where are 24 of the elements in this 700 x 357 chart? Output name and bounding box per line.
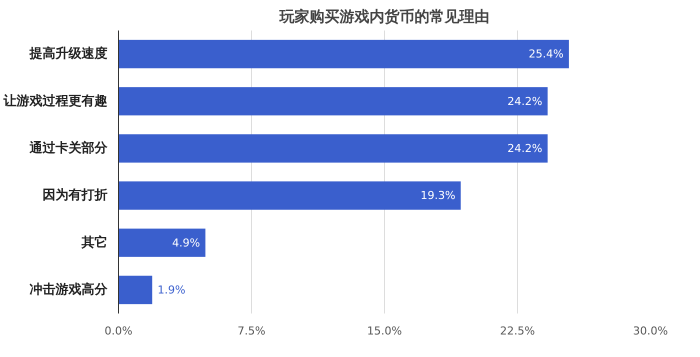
y-tick-label: 其它 — [80, 234, 108, 250]
bar — [118, 228, 206, 257]
bar — [118, 40, 569, 68]
data-label: 1.9% — [158, 283, 186, 296]
data-label: 25.4% — [528, 48, 564, 61]
x-tick-label: 7.5% — [238, 324, 266, 338]
bar — [118, 276, 152, 304]
y-tick-label: 因为有打折 — [42, 188, 108, 204]
bar — [118, 134, 548, 163]
bar — [118, 87, 548, 116]
data-label: 4.9% — [172, 236, 200, 250]
chart-title: 玩家购买游戏内货币的常见理由 — [278, 8, 490, 26]
x-tick-label: 30.0% — [633, 324, 668, 338]
data-label: 24.2% — [507, 94, 542, 108]
x-tick-label: 22.5% — [500, 324, 535, 338]
data-label: 19.3% — [420, 189, 456, 202]
y-tick-label: 提高升级速度 — [28, 46, 108, 62]
y-tick-label: 让游戏过程更有趣 — [2, 94, 108, 109]
x-tick-label: 0.0% — [104, 324, 132, 338]
y-tick-label: 通过卡关部分 — [28, 140, 108, 156]
data-label: 24.2% — [507, 142, 542, 155]
x-tick-label: 15.0% — [367, 324, 402, 338]
y-tick-label: 冲击游戏高分 — [30, 281, 108, 298]
bar — [118, 181, 461, 210]
